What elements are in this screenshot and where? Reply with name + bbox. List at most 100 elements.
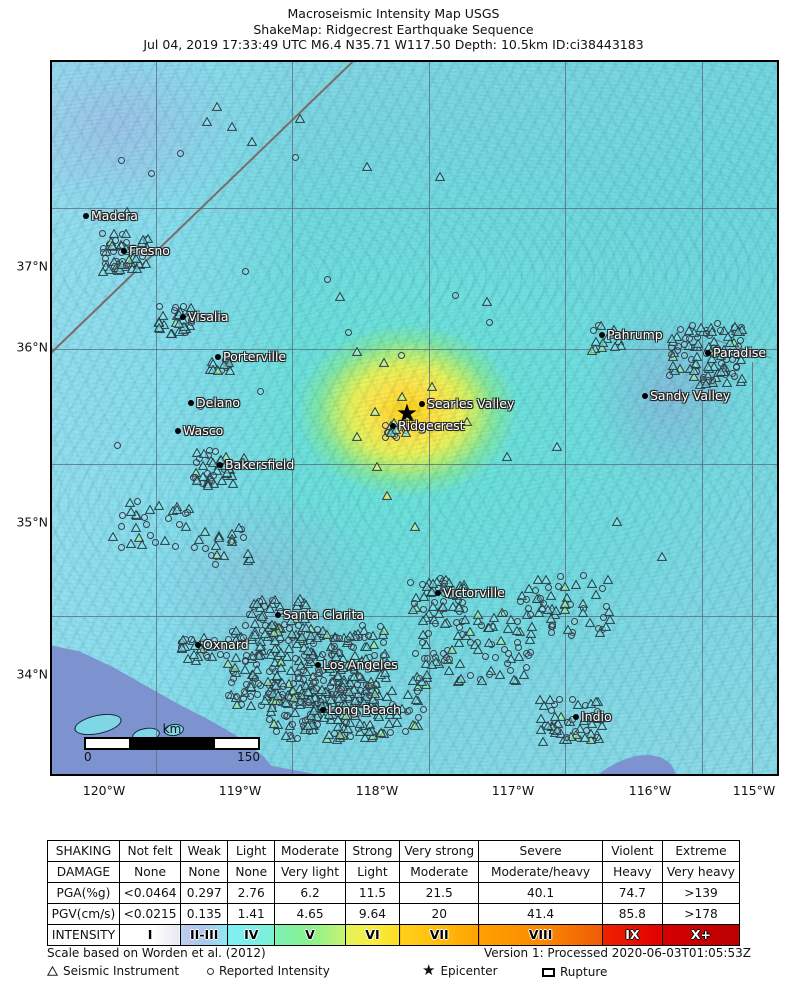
city-dot <box>121 247 127 254</box>
reported-intensity-dot <box>117 543 125 551</box>
legend-cell: 0.297 <box>180 882 229 904</box>
city-dot <box>315 661 321 668</box>
station-triangle <box>603 606 615 616</box>
reported-intensity-dot <box>310 640 318 648</box>
station-triangle <box>186 302 197 312</box>
city-label: Long Beach <box>328 702 401 717</box>
station-triangle <box>570 729 582 740</box>
city-marker-porterville: Porterville <box>215 349 286 364</box>
station-triangle <box>598 337 609 347</box>
reported-intensity-dot <box>381 434 389 442</box>
legend-cell: 0.135 <box>180 903 229 925</box>
station-triangle <box>350 710 361 721</box>
station-triangle <box>230 625 242 635</box>
reported-intensity-dot <box>114 442 121 449</box>
station-triangle <box>702 361 714 371</box>
station-triangle <box>159 535 171 545</box>
reported-intensity-dot <box>240 694 248 702</box>
station-triangle <box>349 650 360 660</box>
station-triangle <box>306 710 317 720</box>
reported-intensity-dot <box>410 600 418 608</box>
scale-bar-graphic <box>84 737 260 750</box>
legend-cell: 21.5 <box>399 882 480 904</box>
station-triangle <box>212 365 224 375</box>
reported-intensity-dot <box>223 651 231 659</box>
reported-intensity-dot <box>590 327 598 335</box>
reported-intensity-dot <box>292 654 300 662</box>
station-triangle <box>594 627 606 638</box>
station-triangle <box>585 728 597 738</box>
station-triangle <box>586 345 598 356</box>
legend-cell: Very strong <box>399 840 480 862</box>
station-triangle <box>403 411 415 421</box>
reported-intensity-dot <box>336 634 344 642</box>
city-dot <box>573 713 579 720</box>
station-triangle <box>534 694 545 705</box>
station-triangle <box>656 551 668 561</box>
shakemap-canvas[interactable]: Madera Fresno Visalia Porterville Delano Wasc… <box>50 60 779 776</box>
station-triangle <box>524 634 536 644</box>
station-triangle <box>140 258 151 268</box>
station-triangle <box>695 322 707 333</box>
station-triangle <box>230 634 241 644</box>
station-triangle <box>472 609 484 620</box>
station-triangle <box>339 699 351 710</box>
station-triangle <box>426 659 438 670</box>
station-triangle <box>228 478 239 488</box>
station-triangle <box>536 713 547 724</box>
legend-row-label: SHAKING <box>47 840 120 862</box>
station-triangle <box>302 686 313 697</box>
lat-label-36n: 36°N <box>16 339 48 355</box>
station-triangle <box>302 645 313 655</box>
intensity-cell-x+: X+ <box>661 924 741 946</box>
station-triangle <box>351 346 363 356</box>
station-triangle <box>708 336 720 347</box>
reported-intensity-dot <box>569 716 577 724</box>
longitude-axis: 120°W 119°W 118°W 117°W 116°W 115°W <box>50 779 779 801</box>
reported-intensity-dot <box>192 459 200 467</box>
reported-intensity-dot <box>432 620 440 628</box>
station-triangle <box>249 629 260 639</box>
station-triangle <box>294 113 306 123</box>
station-triangle <box>242 548 254 559</box>
station-triangle <box>596 320 607 331</box>
station-triangle <box>264 604 276 614</box>
reported-intensity-dot <box>425 629 433 637</box>
station-triangle <box>259 695 271 706</box>
station-triangle <box>131 263 142 273</box>
city-marker-pahrump: Pahrump <box>599 327 663 342</box>
city-marker-los-angeles: Los Angeles <box>315 657 398 672</box>
station-triangle <box>213 532 225 542</box>
station-triangle <box>513 651 525 661</box>
station-triangle <box>224 365 236 376</box>
station-triangle <box>385 709 396 719</box>
station-triangle <box>732 326 744 337</box>
reported-intensity-dot <box>391 704 399 712</box>
reported-intensity-dot <box>455 596 463 604</box>
station-triangle <box>172 504 183 514</box>
legend-cell: Weak <box>180 840 229 862</box>
city-dot <box>215 353 221 360</box>
legend-key-rupture: Rupture <box>542 965 607 979</box>
lon-label-120w: 120°W <box>82 783 126 798</box>
station-triangle <box>722 331 733 341</box>
gridline-119w <box>292 62 293 774</box>
epicenter-star[interactable]: ★ <box>395 398 419 428</box>
station-triangle <box>454 602 465 613</box>
reported-intensity-dot <box>225 635 233 643</box>
station-triangle <box>211 550 223 560</box>
reported-intensity-dot <box>300 676 308 684</box>
reported-intensity-dot <box>418 580 426 588</box>
station-triangle <box>434 171 446 181</box>
version-note: Version 1: Processed 2020-06-03T01:05:53… <box>484 946 751 960</box>
city-label: Victorville <box>443 585 505 600</box>
legend-cell: Violent <box>601 840 663 862</box>
station-triangle <box>104 264 115 274</box>
legend-cell: None <box>180 861 229 883</box>
station-triangle <box>427 586 438 596</box>
reported-intensity-dot <box>302 716 310 724</box>
reported-intensity-dot <box>310 678 318 686</box>
station-triangle <box>188 649 199 659</box>
city-label: Ridgecrest <box>398 418 465 433</box>
station-triangle <box>267 688 279 698</box>
